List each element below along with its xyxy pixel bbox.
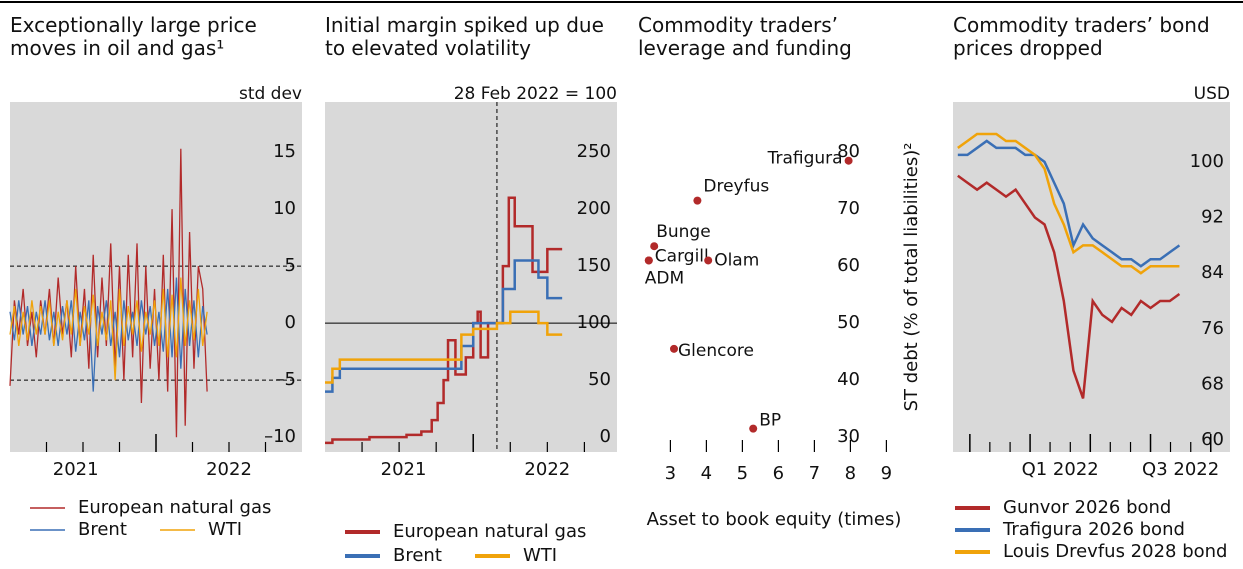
point xyxy=(650,242,659,251)
y-tick-label: 10 xyxy=(273,198,296,219)
legend-label: WTI xyxy=(208,519,242,540)
panel-title: Initial margin spiked up due to elevated… xyxy=(325,13,604,60)
y-tick-label: 0 xyxy=(285,312,296,333)
y-tick-label: 0 xyxy=(600,426,611,447)
x-tick-label: 2022 xyxy=(206,459,252,480)
point xyxy=(844,156,853,165)
y-tick-label: 15 xyxy=(273,141,296,162)
point-label: Dreyfus xyxy=(703,177,769,197)
panel-title: Commodity traders’ leverage and funding xyxy=(638,13,852,60)
y-tick-label: 50 xyxy=(588,369,611,390)
y-tick-label: –10 xyxy=(264,426,296,447)
y-tick-label: 68 xyxy=(1201,374,1224,395)
unit-label: 28 Feb 2022 = 100 xyxy=(454,84,617,104)
x-tick-label: 8 xyxy=(845,463,856,484)
y-tick-label: 92 xyxy=(1201,207,1224,228)
legend-label: Louis Drevfus 2028 bond xyxy=(1003,541,1227,562)
y-tick-label: 200 xyxy=(577,198,611,219)
legend-label: WTI xyxy=(523,545,557,566)
point xyxy=(670,344,678,353)
legend-label: European natural gas xyxy=(78,497,271,518)
series-line xyxy=(325,259,563,393)
point xyxy=(749,424,758,433)
series-line xyxy=(325,196,563,445)
x-tick-label: 7 xyxy=(809,463,820,484)
unit-label: USD xyxy=(1194,84,1230,104)
y-tick-label: 40 xyxy=(837,369,860,390)
series-line xyxy=(9,277,208,381)
y-tick-label: 60 xyxy=(837,255,860,276)
legend-label: Gunvor 2026 bond xyxy=(1003,497,1171,518)
y-tick-label: 60 xyxy=(1201,429,1224,450)
point-label: BP xyxy=(759,411,781,431)
series-line xyxy=(957,139,1181,268)
y-tick-label: 250 xyxy=(577,141,611,162)
x-tick-label: 4 xyxy=(701,463,712,484)
x-tick-label: 6 xyxy=(773,463,784,484)
panel-title: Exceptionally large price moves in oil a… xyxy=(10,13,257,60)
legend-label: Trafigura 2026 bond xyxy=(1002,519,1185,540)
plot-background xyxy=(953,102,1230,452)
x-tick-label: Q1 2022 xyxy=(1022,459,1099,480)
legend-label: European natural gas xyxy=(393,521,586,542)
point xyxy=(704,256,713,265)
point-label: Cargill xyxy=(655,246,709,266)
y-tick-label: 150 xyxy=(577,255,611,276)
panel-title: Commodity traders’ bond prices dropped xyxy=(953,13,1210,60)
x-axis-label: Asset to book equity (times) xyxy=(647,509,902,530)
y-tick-label: 30 xyxy=(837,426,860,447)
point xyxy=(644,256,653,265)
x-tick-label: 5 xyxy=(737,463,748,484)
y-tick-label: 100 xyxy=(1190,151,1224,172)
point-label: Bunge xyxy=(656,222,710,242)
x-tick-label: 2021 xyxy=(53,459,99,480)
series-line xyxy=(957,174,1181,399)
series-line xyxy=(957,132,1180,275)
point-label: Glencore xyxy=(678,341,754,361)
y-tick-label: 76 xyxy=(1201,318,1224,339)
legend-label: Brent xyxy=(78,519,127,540)
point-label: ADM xyxy=(645,268,684,288)
x-tick-label: 2021 xyxy=(381,459,427,480)
x-tick-label: Q3 2022 xyxy=(1142,459,1219,480)
x-tick-label: 2022 xyxy=(524,459,570,480)
y-tick-label: 50 xyxy=(837,312,860,333)
legend-label: Brent xyxy=(393,545,442,566)
point xyxy=(693,196,702,205)
unit-label: std dev xyxy=(239,84,302,104)
plot-background xyxy=(10,102,302,452)
x-tick-label: 3 xyxy=(665,463,676,484)
y-axis-label: ST debt (% of total liabilities)² xyxy=(901,143,922,412)
y-tick-label: 80 xyxy=(837,141,860,162)
x-tick-label: 9 xyxy=(881,463,892,484)
y-tick-label: 70 xyxy=(837,198,860,219)
point-label: Trafigura xyxy=(767,149,843,169)
y-tick-label: 84 xyxy=(1201,262,1224,283)
point-label: Olam xyxy=(714,250,759,270)
series-line xyxy=(325,310,563,384)
plot-background xyxy=(325,102,617,452)
